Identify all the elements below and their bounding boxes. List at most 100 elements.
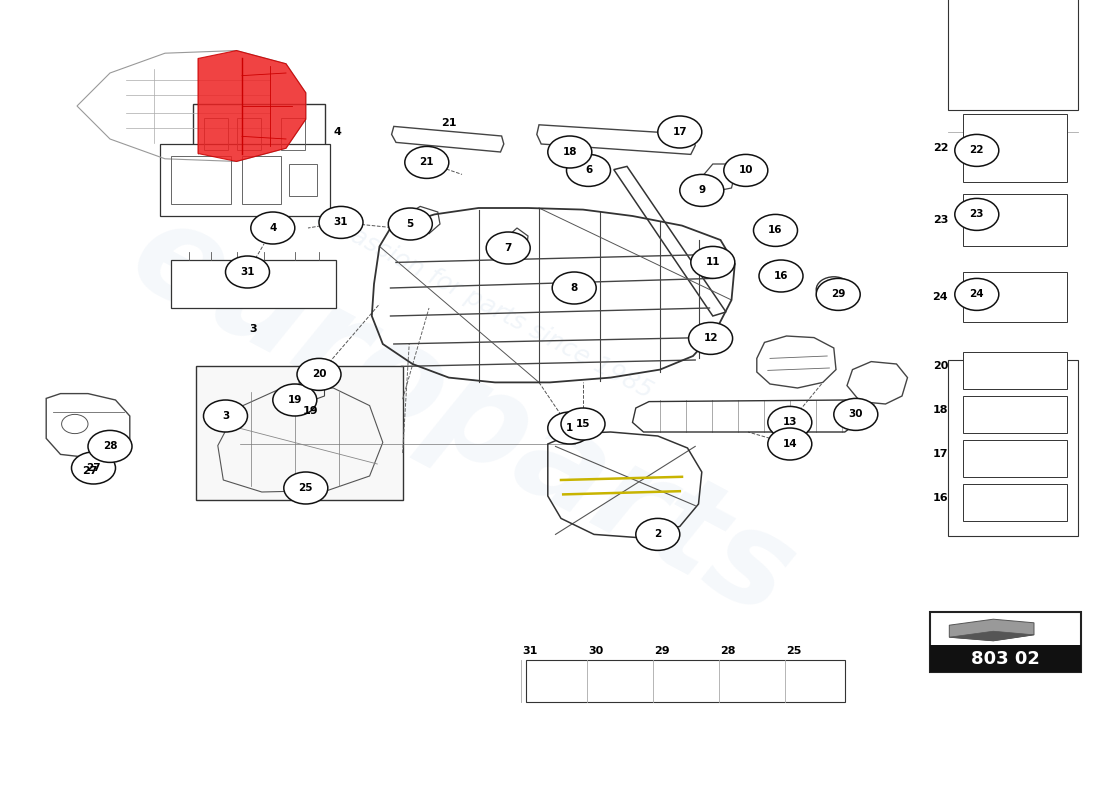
Text: 22: 22	[933, 143, 948, 154]
Circle shape	[72, 452, 116, 484]
FancyBboxPatch shape	[962, 272, 1067, 322]
Circle shape	[552, 272, 596, 304]
Text: 19: 19	[302, 406, 318, 416]
Text: a passion for parts since 1985: a passion for parts since 1985	[311, 205, 657, 403]
Text: 21: 21	[441, 118, 456, 128]
Text: 6: 6	[585, 166, 592, 175]
Circle shape	[284, 472, 328, 504]
Text: 12: 12	[703, 334, 718, 343]
Circle shape	[834, 398, 878, 430]
Text: 17: 17	[672, 127, 688, 137]
Text: 31: 31	[522, 646, 538, 656]
Bar	[280, 118, 305, 150]
Text: 4: 4	[270, 223, 276, 233]
Text: 23: 23	[969, 210, 984, 219]
Text: 29: 29	[830, 290, 846, 299]
Text: 8: 8	[571, 283, 578, 293]
Circle shape	[754, 214, 798, 246]
Circle shape	[689, 322, 733, 354]
Text: 16: 16	[773, 271, 789, 281]
Text: 10: 10	[738, 166, 754, 175]
FancyBboxPatch shape	[930, 612, 1081, 672]
Circle shape	[204, 400, 248, 432]
Text: 30: 30	[848, 410, 864, 419]
Text: 16: 16	[933, 494, 948, 503]
Circle shape	[405, 146, 449, 178]
Circle shape	[680, 174, 724, 206]
Circle shape	[658, 116, 702, 148]
Bar	[289, 164, 317, 196]
Text: 23: 23	[933, 215, 948, 226]
Circle shape	[388, 208, 432, 240]
Text: 18: 18	[562, 147, 578, 157]
Text: 803 02: 803 02	[971, 650, 1040, 668]
Bar	[170, 156, 231, 204]
Circle shape	[226, 256, 270, 288]
FancyBboxPatch shape	[962, 440, 1067, 477]
Text: europarts: europarts	[110, 189, 814, 643]
Circle shape	[700, 327, 719, 342]
Text: 13: 13	[782, 418, 797, 427]
Circle shape	[561, 408, 605, 440]
Text: 1: 1	[566, 423, 573, 433]
FancyBboxPatch shape	[526, 660, 845, 702]
Text: 22: 22	[969, 146, 984, 155]
Circle shape	[724, 154, 768, 186]
Circle shape	[548, 136, 592, 168]
Polygon shape	[949, 631, 1034, 641]
Text: 11: 11	[705, 258, 720, 267]
FancyBboxPatch shape	[948, 0, 1078, 110]
Text: 16: 16	[768, 226, 783, 235]
Polygon shape	[198, 50, 306, 162]
Circle shape	[636, 518, 680, 550]
Text: 3: 3	[222, 411, 229, 421]
Text: 24: 24	[969, 290, 984, 299]
Circle shape	[548, 412, 592, 444]
Bar	[242, 156, 280, 204]
FancyBboxPatch shape	[962, 396, 1067, 433]
Text: 20: 20	[933, 362, 948, 371]
FancyBboxPatch shape	[962, 114, 1067, 182]
Text: 20: 20	[311, 370, 327, 379]
Text: 28: 28	[102, 442, 118, 451]
Circle shape	[691, 246, 735, 278]
Circle shape	[486, 232, 530, 264]
Circle shape	[955, 278, 999, 310]
FancyBboxPatch shape	[962, 352, 1067, 389]
Text: 27: 27	[82, 466, 98, 475]
Text: 14: 14	[782, 439, 797, 449]
Circle shape	[955, 134, 999, 166]
Text: 3: 3	[250, 324, 256, 334]
Circle shape	[816, 278, 860, 310]
FancyBboxPatch shape	[962, 484, 1067, 521]
Bar	[204, 118, 228, 150]
Circle shape	[768, 406, 812, 438]
Text: 29: 29	[654, 646, 670, 656]
FancyBboxPatch shape	[160, 144, 330, 216]
FancyBboxPatch shape	[192, 104, 324, 160]
Text: 2: 2	[654, 530, 661, 539]
Circle shape	[297, 358, 341, 390]
Text: 19: 19	[287, 395, 303, 405]
Text: 28: 28	[720, 646, 736, 656]
Text: 30: 30	[588, 646, 604, 656]
Circle shape	[759, 260, 803, 292]
Text: 21: 21	[419, 158, 435, 167]
Circle shape	[273, 384, 317, 416]
Circle shape	[251, 212, 295, 244]
FancyBboxPatch shape	[930, 645, 1081, 672]
Circle shape	[768, 428, 812, 460]
Circle shape	[319, 206, 363, 238]
Text: 31: 31	[333, 218, 349, 227]
Text: 17: 17	[933, 450, 948, 459]
Text: 24: 24	[933, 292, 948, 302]
FancyBboxPatch shape	[196, 366, 403, 500]
FancyBboxPatch shape	[948, 360, 1078, 536]
Circle shape	[566, 154, 610, 186]
Text: 31: 31	[240, 267, 255, 277]
Text: 18: 18	[933, 406, 948, 415]
FancyBboxPatch shape	[962, 194, 1067, 246]
Text: 4: 4	[333, 127, 341, 137]
Text: 25: 25	[786, 646, 802, 656]
Text: 9: 9	[698, 186, 705, 195]
